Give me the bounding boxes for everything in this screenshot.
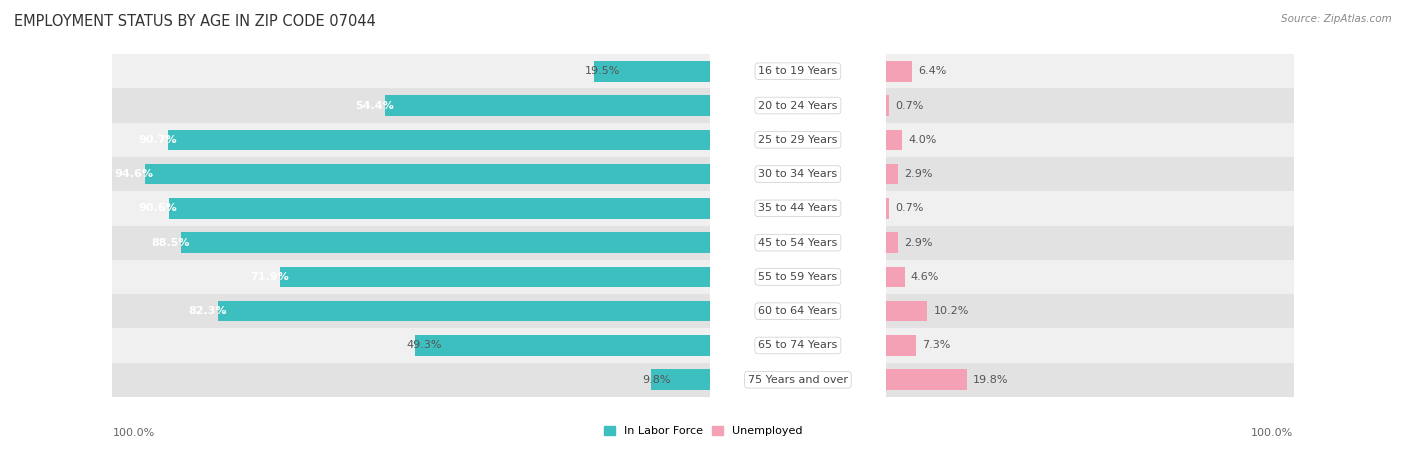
Bar <box>886 328 1294 363</box>
Text: 82.3%: 82.3% <box>188 306 228 316</box>
Bar <box>218 301 710 322</box>
Text: 75 Years and over: 75 Years and over <box>748 375 848 385</box>
Legend: In Labor Force, Unemployed: In Labor Force, Unemployed <box>599 422 807 441</box>
Text: 9.8%: 9.8% <box>643 375 671 385</box>
Text: 65 to 74 Years: 65 to 74 Years <box>758 341 838 350</box>
Text: 6.4%: 6.4% <box>918 66 946 76</box>
Bar <box>886 129 903 150</box>
Bar <box>886 294 1294 328</box>
Bar <box>886 226 1294 260</box>
Bar <box>886 123 1294 157</box>
Text: 19.5%: 19.5% <box>585 66 620 76</box>
Bar <box>651 369 710 390</box>
Text: 100.0%: 100.0% <box>112 428 155 438</box>
Bar <box>886 301 928 322</box>
Text: 4.6%: 4.6% <box>911 272 939 282</box>
Bar <box>886 95 889 116</box>
Bar <box>886 267 904 287</box>
Bar <box>886 191 1294 226</box>
Bar <box>886 61 912 82</box>
Text: 4.0%: 4.0% <box>908 135 936 145</box>
Bar <box>886 164 897 184</box>
Bar <box>112 294 710 328</box>
Bar <box>169 198 710 219</box>
Bar <box>112 123 710 157</box>
Text: 90.6%: 90.6% <box>139 203 177 213</box>
Bar <box>385 95 710 116</box>
Text: 19.8%: 19.8% <box>973 375 1008 385</box>
Text: 2.9%: 2.9% <box>904 238 932 248</box>
Bar <box>593 61 710 82</box>
Bar <box>886 335 915 356</box>
Bar <box>886 232 897 253</box>
Text: 30 to 34 Years: 30 to 34 Years <box>758 169 838 179</box>
Bar <box>112 88 710 123</box>
Bar <box>112 363 710 397</box>
Text: 90.7%: 90.7% <box>138 135 177 145</box>
Bar <box>886 157 1294 191</box>
Text: 35 to 44 Years: 35 to 44 Years <box>758 203 838 213</box>
Bar <box>886 54 1294 88</box>
Bar <box>886 88 1294 123</box>
Text: 25 to 29 Years: 25 to 29 Years <box>758 135 838 145</box>
Bar <box>415 335 710 356</box>
Bar <box>169 129 710 150</box>
Text: Source: ZipAtlas.com: Source: ZipAtlas.com <box>1281 14 1392 23</box>
Bar <box>112 157 710 191</box>
Text: 45 to 54 Years: 45 to 54 Years <box>758 238 838 248</box>
Bar <box>886 363 1294 397</box>
Bar <box>112 191 710 226</box>
Bar <box>112 226 710 260</box>
Text: 16 to 19 Years: 16 to 19 Years <box>758 66 838 76</box>
Text: 88.5%: 88.5% <box>152 238 190 248</box>
Text: 49.3%: 49.3% <box>406 341 441 350</box>
Text: 94.6%: 94.6% <box>115 169 153 179</box>
Text: 100.0%: 100.0% <box>1251 428 1294 438</box>
Text: 20 to 24 Years: 20 to 24 Years <box>758 101 838 110</box>
Text: 60 to 64 Years: 60 to 64 Years <box>758 306 838 316</box>
Bar <box>112 54 710 88</box>
Text: EMPLOYMENT STATUS BY AGE IN ZIP CODE 07044: EMPLOYMENT STATUS BY AGE IN ZIP CODE 070… <box>14 14 375 28</box>
Bar <box>886 369 966 390</box>
Text: 7.3%: 7.3% <box>922 341 950 350</box>
Bar <box>886 198 889 219</box>
Text: 2.9%: 2.9% <box>904 169 932 179</box>
Bar <box>181 232 710 253</box>
Text: 0.7%: 0.7% <box>894 101 924 110</box>
Text: 0.7%: 0.7% <box>894 203 924 213</box>
Text: 10.2%: 10.2% <box>934 306 969 316</box>
Bar <box>886 260 1294 294</box>
Text: 71.9%: 71.9% <box>250 272 290 282</box>
Bar <box>145 164 710 184</box>
Text: 55 to 59 Years: 55 to 59 Years <box>758 272 838 282</box>
Bar <box>112 328 710 363</box>
Bar <box>112 260 710 294</box>
Text: 54.4%: 54.4% <box>356 101 394 110</box>
Bar <box>280 267 710 287</box>
